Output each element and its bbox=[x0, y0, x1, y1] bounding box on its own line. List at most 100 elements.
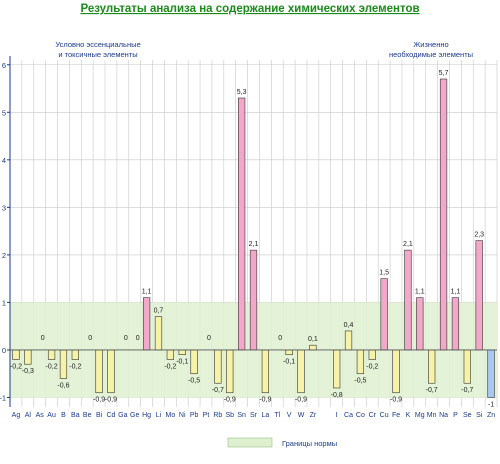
bar-Ca bbox=[344, 330, 353, 351]
data-label: -0,2 bbox=[69, 363, 81, 370]
y-tick-label: 4 bbox=[2, 156, 6, 165]
data-label: 0 bbox=[88, 335, 92, 342]
data-label: -0,7 bbox=[426, 387, 438, 394]
data-label: -0,2 bbox=[164, 363, 176, 370]
category-label: Ge bbox=[130, 412, 139, 419]
bar-P bbox=[451, 297, 460, 351]
category-label: B bbox=[61, 412, 66, 419]
category-label: I bbox=[336, 412, 338, 419]
category-label: As bbox=[36, 412, 45, 419]
bar-Cu bbox=[380, 278, 388, 351]
category-label: Zr bbox=[310, 412, 317, 419]
data-label: 1,1 bbox=[142, 289, 152, 296]
category-label: Li bbox=[156, 412, 162, 419]
y-tick-label: 3 bbox=[2, 203, 6, 212]
data-label: 0 bbox=[124, 335, 128, 342]
bar-Zn bbox=[487, 349, 495, 398]
category-label: Al bbox=[25, 412, 32, 419]
category-label: Cd bbox=[106, 412, 115, 419]
bar-Au bbox=[47, 349, 56, 360]
category-label: Au bbox=[47, 412, 56, 419]
category-label: Se bbox=[463, 412, 472, 419]
bar-Sn bbox=[237, 97, 246, 351]
y-tick-label: 6 bbox=[2, 61, 6, 70]
category-label: Ni bbox=[179, 412, 186, 419]
category-label: V bbox=[287, 412, 292, 419]
data-label: 0,4 bbox=[344, 322, 354, 329]
bar-Se bbox=[463, 349, 471, 384]
data-label: -0,9 bbox=[295, 397, 307, 404]
data-labels: -0,2-0,30-0,2-0,6-0,20-0,9 -0,90 01,10,7-0… bbox=[10, 70, 494, 408]
bar-Bi bbox=[95, 349, 103, 394]
category-label: Ga bbox=[118, 412, 127, 419]
category-label: La bbox=[261, 412, 269, 419]
bar-Fe bbox=[392, 349, 400, 394]
category-label: W bbox=[298, 412, 305, 419]
category-label: Zn bbox=[487, 412, 495, 419]
bar-Pb bbox=[190, 349, 198, 375]
bar-Ni bbox=[178, 349, 186, 356]
bar-Al bbox=[24, 349, 32, 365]
bar-Mo bbox=[166, 349, 174, 360]
category-label: Be bbox=[83, 412, 92, 419]
group-label: Жизненно bbox=[413, 40, 448, 49]
data-label: -0,6 bbox=[57, 382, 69, 389]
bar-La bbox=[261, 349, 270, 394]
data-label: 1,1 bbox=[415, 289, 425, 296]
chart-title: Результаты анализа на содержание химичес… bbox=[80, 3, 419, 15]
legend: Границы нормы bbox=[227, 437, 337, 448]
bar-K bbox=[404, 249, 412, 351]
data-label: 0 bbox=[41, 335, 45, 342]
bar-Si bbox=[475, 240, 483, 351]
category-label: Hg bbox=[142, 412, 151, 419]
bar-Zr bbox=[309, 344, 317, 351]
category-label: Sr bbox=[250, 412, 258, 419]
group-label: Условно эссенциальные bbox=[55, 40, 140, 49]
group-label: необходимые элементы bbox=[389, 50, 473, 59]
bar-Ba bbox=[71, 349, 79, 360]
bar-Rb bbox=[214, 349, 222, 384]
data-label: 0 bbox=[207, 335, 211, 342]
bar-Cd bbox=[107, 349, 115, 394]
data-label: -0,2 bbox=[366, 363, 378, 370]
data-label: 0 bbox=[136, 335, 140, 342]
data-label: 2,1 bbox=[249, 241, 259, 248]
bar-I bbox=[333, 349, 341, 389]
data-label: -0,7 bbox=[461, 387, 473, 394]
data-label: -0,8 bbox=[331, 392, 343, 399]
data-label: -1 bbox=[488, 401, 494, 408]
bar-Sr bbox=[249, 249, 258, 351]
legend-norm-label: Границы нормы bbox=[282, 439, 337, 448]
data-label: -0,2 bbox=[46, 363, 58, 370]
bar-Mn bbox=[428, 349, 436, 384]
bar-Mg bbox=[416, 297, 424, 351]
y-tick-label: 0 bbox=[2, 346, 6, 355]
y-tick-label: -1 bbox=[0, 393, 6, 402]
data-label: -0,9 bbox=[93, 397, 105, 404]
bar-W bbox=[297, 349, 305, 394]
y-tick-label: 2 bbox=[2, 251, 6, 260]
category-label: Ca bbox=[344, 412, 353, 419]
category-label: Mn bbox=[427, 412, 437, 419]
y-tick-label: 5 bbox=[2, 108, 6, 117]
data-label: -0,2 bbox=[10, 363, 22, 370]
data-label: -0,9 bbox=[259, 397, 271, 404]
bar-Co bbox=[356, 349, 365, 375]
category-label: Fe bbox=[392, 412, 400, 419]
bar-Cr bbox=[368, 349, 376, 360]
category-label: Na bbox=[439, 412, 448, 419]
data-label: 0,1 bbox=[308, 336, 318, 343]
data-label: -0,9 bbox=[105, 397, 117, 404]
category-label: K bbox=[406, 412, 411, 419]
data-label: -0,9 bbox=[390, 397, 402, 404]
category-label: Pt bbox=[203, 412, 210, 419]
category-label: Mo bbox=[165, 412, 175, 419]
data-label: -0,1 bbox=[176, 359, 188, 366]
category-labels: Ag Al As Au B Ba Be Bi Cd Ga Ge Hg Li Mo Ni Pb Pt Rb Sb Sn S… bbox=[12, 412, 496, 419]
category-label: Tl bbox=[274, 412, 280, 419]
data-label: -0,5 bbox=[354, 378, 366, 385]
category-label: Pb bbox=[190, 412, 199, 419]
data-label: -0,9 bbox=[224, 397, 236, 404]
category-label: Bi bbox=[96, 412, 103, 419]
